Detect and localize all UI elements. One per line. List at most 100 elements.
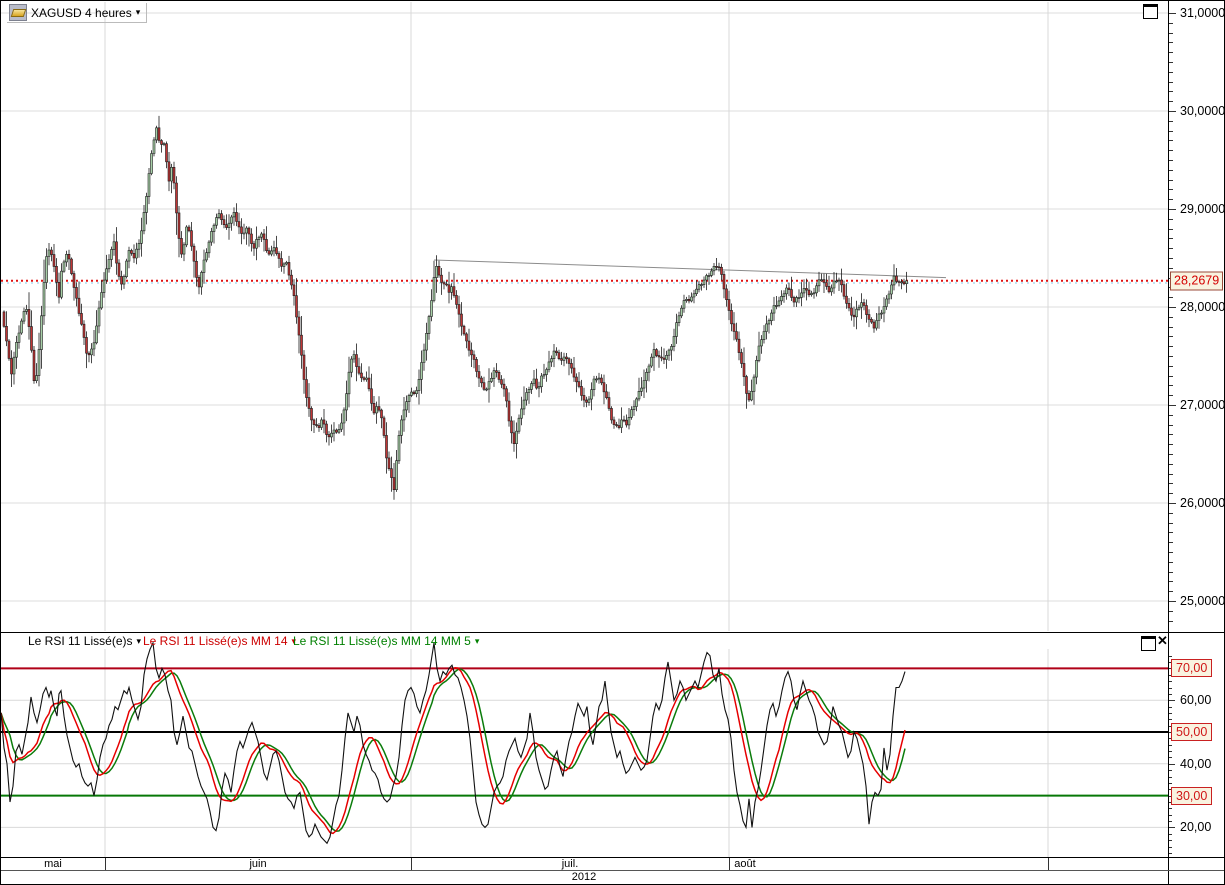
rsi-series-label-1: Le RSI 11 Lissé(e)s [28, 634, 133, 648]
price-axis-label: 26,0000 [1180, 496, 1225, 510]
rsi-axis-tick [1169, 751, 1172, 752]
rsi-axis-tick [1169, 853, 1172, 854]
rsi-series-selector-2[interactable]: Le RSI 11 Lissé(e)s MM 14 ▾ [143, 634, 296, 648]
price-axis-tick [1169, 62, 1173, 63]
price-axis-tick [1169, 523, 1173, 524]
price-axis-tick [1169, 82, 1173, 83]
price-axis-tick [1169, 532, 1173, 533]
trendline[interactable] [434, 260, 946, 278]
price-axis-tick [1169, 258, 1173, 259]
last-price-tag: 28,2679 [1170, 271, 1223, 290]
price-axis-tick [1169, 248, 1173, 249]
rsi-axis-tick [1169, 808, 1172, 809]
price-axis-tick [1169, 385, 1173, 386]
instrument-icon [9, 4, 27, 21]
rsi-mm14-mm5-line[interactable] [1, 669, 905, 831]
price-axis-tick [1169, 101, 1173, 102]
price-axis-tick [1169, 238, 1173, 239]
rsi-axis-tick [1169, 821, 1172, 822]
rsi-series-selector-1[interactable]: Le RSI 11 Lissé(e)s ▾ [28, 634, 141, 648]
candle-wicks [4, 116, 907, 500]
price-axis-tick [1169, 297, 1173, 298]
rsi-chart-canvas[interactable] [1, 632, 1169, 857]
rsi-series-label-3: Le RSI 11 Lissé(e)s MM 14 MM 5 [293, 634, 471, 648]
price-chart-canvas[interactable] [1, 1, 1169, 632]
time-axis-border [1, 857, 1225, 858]
price-axis-tick [1169, 376, 1173, 377]
price-axis-tick [1169, 209, 1176, 210]
price-axis-tick [1169, 572, 1173, 573]
pane-divider[interactable] [1, 632, 1225, 633]
month-separator [105, 857, 106, 871]
rsi-maximize-button[interactable] [1141, 636, 1156, 651]
chart-title: XAGUSD 4 heures [31, 6, 132, 20]
chevron-down-icon: ▾ [475, 637, 480, 646]
rsi-axis-tick [1169, 815, 1172, 816]
price-axis-tick [1169, 366, 1173, 367]
price-axis-tick [1169, 474, 1173, 475]
price-axis-tick [1169, 111, 1176, 112]
price-axis-tick [1169, 140, 1173, 141]
price-axis-label: 31,0000 [1180, 6, 1225, 20]
month-separator [411, 857, 412, 871]
rsi-axis-tick [1169, 713, 1172, 714]
rsi-axis-tick [1169, 745, 1172, 746]
price-axis-tick [1169, 52, 1173, 53]
chevron-down-icon: ▾ [136, 8, 141, 17]
price-axis-tick [1169, 464, 1173, 465]
price-axis-tick [1169, 131, 1173, 132]
price-axis-tick [1169, 513, 1173, 514]
price-axis-tick [1169, 219, 1173, 220]
rsi-axis-tick [1169, 764, 1175, 765]
price-axis-tick [1169, 405, 1176, 406]
price-axis-tick [1169, 591, 1173, 592]
price-axis-tick [1169, 336, 1173, 337]
price-axis-tick [1169, 199, 1173, 200]
price-axis-tick [1169, 621, 1173, 622]
instrument-selector[interactable]: XAGUSD 4 heures ▾ [7, 3, 147, 23]
price-axis-tick [1169, 189, 1173, 190]
rsi-series-selector-3[interactable]: Le RSI 11 Lissé(e)s MM 14 MM 5 ▾ [293, 634, 479, 648]
price-axis-tick [1169, 601, 1176, 602]
price-axis-tick [1169, 444, 1173, 445]
price-axis-tick [1169, 307, 1176, 308]
price-axis-label: 30,0000 [1180, 104, 1225, 118]
price-axis-tick [1169, 483, 1173, 484]
price-maximize-button[interactable] [1143, 4, 1158, 19]
close-icon: ✕ [1157, 633, 1168, 648]
price-axis-tick [1169, 346, 1173, 347]
axis-border [1168, 1, 1169, 885]
rsi-axis-tick [1169, 656, 1172, 657]
price-axis-tick [1169, 180, 1173, 181]
rsi-axis-tick [1169, 847, 1172, 848]
price-axis-tick [1169, 229, 1173, 230]
rsi-axis-tick [1169, 770, 1172, 771]
price-axis-tick [1169, 434, 1173, 435]
rsi-axis-tick [1169, 707, 1172, 708]
rsi-axis-tick [1169, 834, 1172, 835]
price-axis-tick [1169, 13, 1176, 14]
price-axis-tick [1169, 327, 1173, 328]
price-axis-tick [1169, 160, 1173, 161]
price-axis-tick [1169, 454, 1173, 455]
year-label: 2012 [572, 871, 596, 884]
price-axis-tick [1169, 72, 1173, 73]
rsi-mm14-line[interactable] [1, 668, 905, 834]
year-row-border [1, 870, 1225, 871]
rsi-axis-tick [1169, 840, 1172, 841]
price-axis-tick [1169, 552, 1173, 553]
rsi-level-tag: 50,00 [1171, 723, 1212, 741]
rsi-axis-tick [1169, 719, 1172, 720]
rsi-axis-tick [1169, 688, 1172, 689]
price-axis-tick [1169, 415, 1173, 416]
rsi-close-button[interactable]: ✕ [1157, 635, 1168, 646]
price-axis-tick [1169, 493, 1173, 494]
price-axis-tick [1169, 150, 1173, 151]
rsi-level-tag: 70,00 [1171, 659, 1212, 677]
rsi-axis-tick [1169, 681, 1172, 682]
price-axis-tick [1169, 611, 1173, 612]
rsi-axis-label: 60,00 [1180, 693, 1211, 707]
price-axis-tick [1169, 503, 1176, 504]
price-axis-tick [1169, 581, 1173, 582]
rsi-axis-label: 40,00 [1180, 757, 1211, 771]
